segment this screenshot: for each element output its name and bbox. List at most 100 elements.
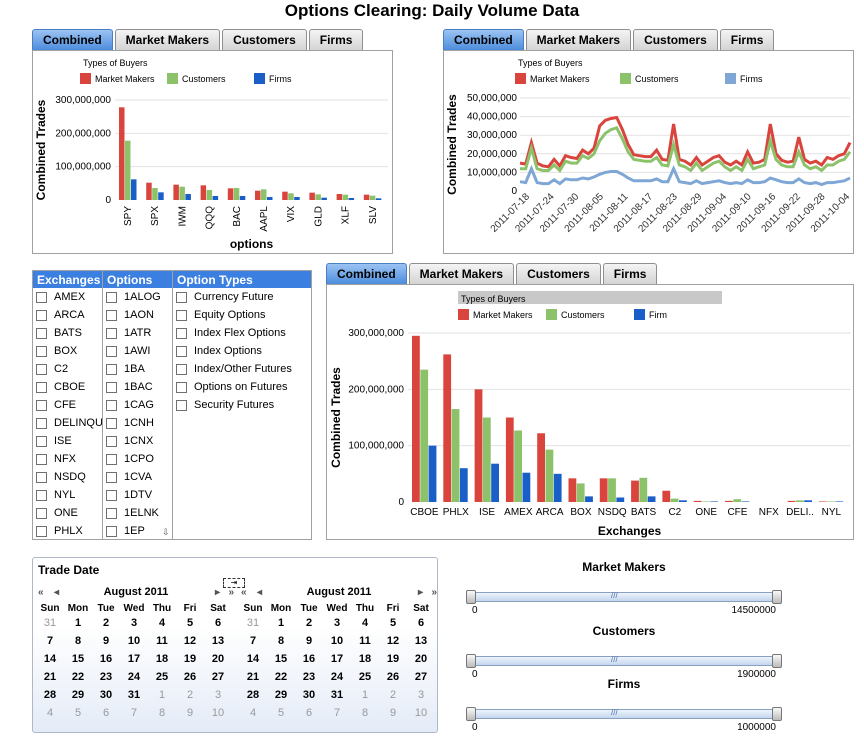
checkbox[interactable] — [36, 399, 47, 411]
calendar-day[interactable]: 5 — [389, 617, 397, 629]
calendar-day[interactable]: 9 — [305, 635, 313, 647]
checkbox[interactable] — [106, 327, 117, 339]
option-item[interactable]: 1DTV — [103, 486, 172, 504]
calendar-day[interactable]: 5 — [74, 707, 82, 719]
option-item[interactable]: 1CNX — [103, 432, 172, 450]
checkbox[interactable] — [176, 327, 187, 339]
checkbox[interactable] — [106, 309, 117, 321]
checkbox[interactable] — [106, 507, 117, 519]
calendar-day[interactable]: 19 — [386, 653, 400, 665]
calendar-day[interactable]: 3 — [130, 617, 138, 629]
calendar-day[interactable]: 8 — [361, 707, 369, 719]
calendar-day[interactable]: 11 — [156, 635, 168, 647]
exchange-item[interactable]: CBOE — [33, 378, 102, 396]
option-item[interactable]: 1EP — [103, 522, 172, 539]
calendar-day[interactable]: 25 — [358, 671, 372, 683]
tab-firms[interactable]: Firms — [719, 29, 775, 50]
checkbox[interactable] — [36, 309, 47, 321]
checkbox[interactable] — [176, 309, 187, 321]
next-year-icon[interactable]: » — [228, 586, 234, 598]
option-type-item[interactable]: Security Futures — [173, 396, 311, 414]
calendar-day[interactable]: 5 — [186, 617, 194, 629]
calendar-day[interactable]: 20 — [211, 653, 225, 665]
calendar-day[interactable]: 4 — [46, 707, 54, 719]
calendar-day[interactable]: 11 — [359, 635, 371, 647]
calendar-day[interactable]: 7 — [130, 707, 138, 719]
option-item[interactable]: 1AON — [103, 306, 172, 324]
calendar-day[interactable]: 2 — [186, 689, 194, 701]
calendar-day[interactable]: 31 — [43, 617, 57, 629]
checkbox[interactable] — [176, 363, 187, 375]
checkbox[interactable] — [36, 525, 47, 537]
calendar-day[interactable]: 8 — [74, 635, 82, 647]
prev-year-icon[interactable]: « — [241, 586, 247, 598]
prev-month-icon[interactable]: ◂ — [54, 586, 60, 598]
calendar-day[interactable]: 6 — [305, 707, 313, 719]
calendar-day[interactable]: 6 — [102, 707, 110, 719]
option-item[interactable]: 1BAC — [103, 378, 172, 396]
calendar-day[interactable]: 3 — [417, 689, 425, 701]
exchange-item[interactable]: C2 — [33, 360, 102, 378]
calendar-day[interactable]: 26 — [386, 671, 400, 683]
exchange-item[interactable]: NYL — [33, 486, 102, 504]
checkbox[interactable] — [106, 291, 117, 303]
calendar-day[interactable]: 7 — [249, 635, 257, 647]
calendar-day[interactable]: 12 — [386, 635, 400, 647]
exchange-item[interactable]: ONE — [33, 504, 102, 522]
calendar-day[interactable]: 13 — [211, 635, 225, 647]
calendar-day[interactable]: 2 — [305, 617, 313, 629]
calendar-day[interactable]: 3 — [333, 617, 341, 629]
calendar-day[interactable]: 16 — [99, 653, 113, 665]
calendar-day[interactable]: 17 — [127, 653, 141, 665]
option-item[interactable]: 1ALOG — [103, 288, 172, 306]
checkbox[interactable] — [36, 417, 47, 429]
calendar-day[interactable]: 2 — [102, 617, 110, 629]
calendar-day[interactable]: 10 — [211, 707, 225, 719]
checkbox[interactable] — [176, 291, 187, 303]
option-type-item[interactable]: Equity Options — [173, 306, 311, 324]
checkbox[interactable] — [36, 471, 47, 483]
tab-firms[interactable]: Firms — [308, 29, 364, 50]
calendar-day[interactable]: 9 — [186, 707, 194, 719]
option-item[interactable]: 1ATR — [103, 324, 172, 342]
checkbox[interactable] — [106, 453, 117, 465]
checkbox[interactable] — [36, 345, 47, 357]
calendar-day[interactable]: 1 — [277, 617, 285, 629]
calendar-day[interactable]: 28 — [43, 689, 57, 701]
calendar-day[interactable]: 8 — [158, 707, 166, 719]
calendar-day[interactable]: 16 — [302, 653, 316, 665]
next-month-icon[interactable]: ▸ — [214, 586, 220, 598]
exchange-item[interactable]: BATS — [33, 324, 102, 342]
tab-market-makers[interactable]: Market Makers — [114, 29, 221, 50]
calendar-day[interactable]: 28 — [246, 689, 260, 701]
checkbox[interactable] — [106, 525, 117, 537]
calendar-day[interactable]: 20 — [414, 653, 428, 665]
calendar-day[interactable]: 15 — [71, 653, 85, 665]
next-month-icon[interactable]: ▸ — [417, 586, 423, 598]
calendar-day[interactable]: 1 — [74, 617, 82, 629]
slider-min-thumb[interactable] — [466, 654, 476, 668]
checkbox[interactable] — [106, 381, 117, 393]
calendar-day[interactable]: 29 — [71, 689, 85, 701]
exchange-item[interactable]: CFE — [33, 396, 102, 414]
exchange-item[interactable]: NSDQ — [33, 468, 102, 486]
prev-month-icon[interactable]: ◂ — [257, 586, 263, 598]
link-months-icon[interactable]: ⇥ — [223, 578, 245, 588]
tab-market-makers[interactable]: Market Makers — [408, 263, 515, 284]
slider-track[interactable]: /// — [470, 708, 778, 719]
option-item[interactable]: 1BA — [103, 360, 172, 378]
calendar-day[interactable]: 4 — [249, 707, 257, 719]
checkbox[interactable] — [36, 435, 47, 447]
checkbox[interactable] — [36, 291, 47, 303]
calendar-day[interactable]: 6 — [417, 617, 425, 629]
calendar-day[interactable]: 31 — [127, 689, 141, 701]
exchange-item[interactable]: PHLX — [33, 522, 102, 539]
calendar-day[interactable]: 2 — [389, 689, 397, 701]
exchange-item[interactable]: ARCA — [33, 306, 102, 324]
scroll-down-icon[interactable]: ⇩ — [162, 527, 170, 537]
calendar-day[interactable]: 12 — [183, 635, 197, 647]
checkbox[interactable] — [106, 399, 117, 411]
calendar-day[interactable]: 13 — [414, 635, 428, 647]
checkbox[interactable] — [106, 363, 117, 375]
calendar-day[interactable]: 31 — [330, 689, 344, 701]
